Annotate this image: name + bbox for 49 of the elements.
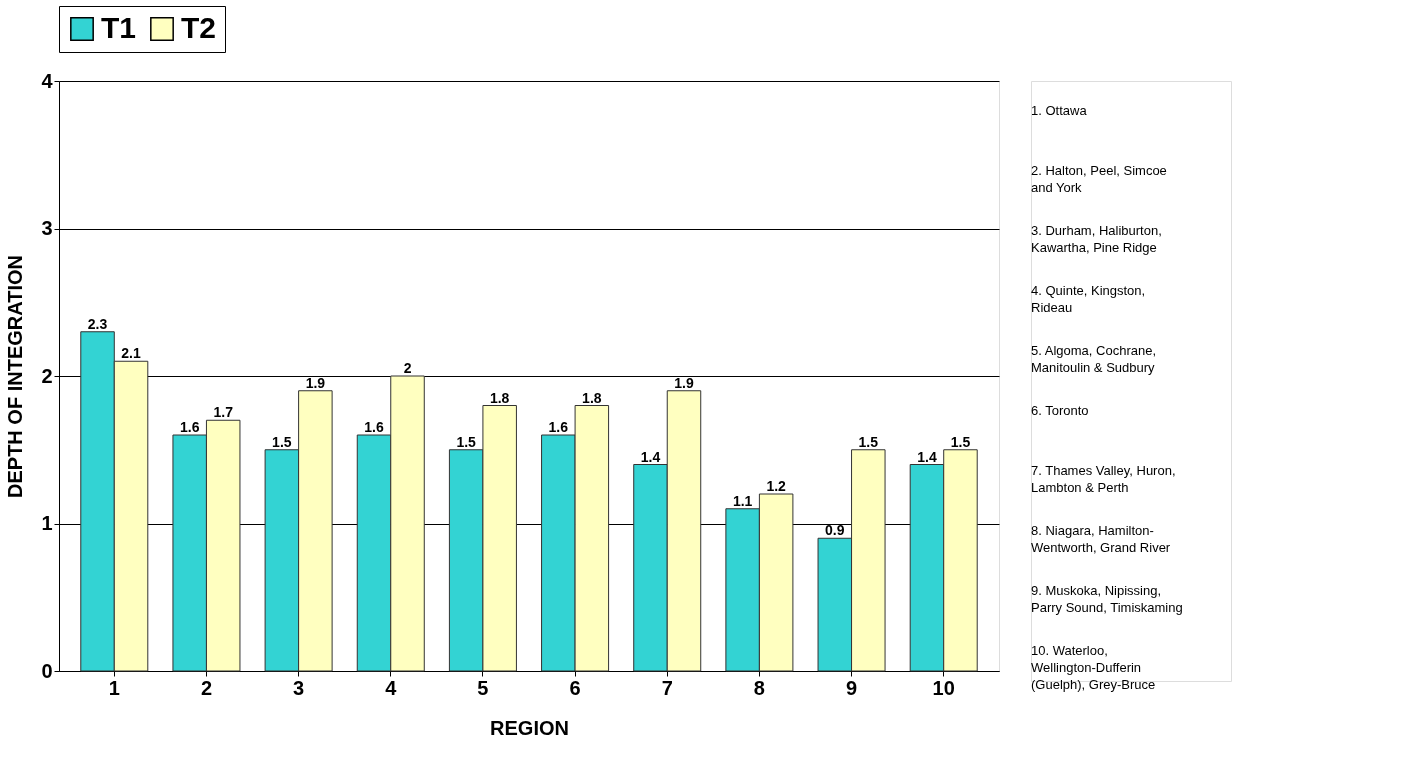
y-tick-label: 0 (41, 659, 53, 682)
y-tick-label: 3 (41, 217, 53, 239)
text: 3. Durham, Haliburton, Kawartha, Pine Ridge (1031, 223, 1162, 255)
data-label: 1.6 (179, 419, 200, 435)
x-tick-label: 6 (569, 676, 581, 699)
text: 7. Thames Valley, Huron, Lambton & Perth (1031, 463, 1176, 495)
text: 9. Muskoka, Nipissing, Parry Sound, Timiskaming (1031, 583, 1183, 615)
data-label: 1.8 (582, 389, 602, 406)
y-tick-label: 2 (41, 364, 53, 387)
x-tick-label: 4 (385, 676, 398, 699)
data-label: 1.1 (732, 492, 753, 509)
x-tick-label: 3 (293, 676, 305, 699)
data-label: 1.5 (456, 433, 477, 450)
legend-label: T1 (101, 11, 137, 44)
x-tick-label: 7 (661, 676, 673, 699)
data-label: 1.8 (489, 389, 510, 406)
data-label: 2.1 (121, 345, 141, 362)
data-label: 1.9 (674, 374, 694, 391)
data-label: 1.9 (305, 374, 326, 391)
data-label: 1.5 (272, 433, 292, 450)
text: 4. Quinte, Kingston, Rideau (1031, 283, 1146, 315)
x-tick-label: 9 (845, 676, 858, 699)
text: 6. Toronto (1031, 403, 1089, 418)
text: 10. Waterloo, Wellington-Dufferin (Guelph), Grey-Bruce (1031, 643, 1156, 692)
legend-label: T2 (181, 11, 217, 44)
data-label: 2.3 (87, 315, 108, 332)
data-label: 1.7 (213, 404, 234, 421)
x-tick-label: 2 (200, 676, 213, 699)
x-axis-title: REGION (490, 716, 569, 739)
text: 5. Algoma, Cochrane, Manitoulin & Sudbury (1031, 343, 1157, 375)
data-label: 1.5 (950, 433, 971, 450)
data-label: 1.2 (766, 478, 787, 494)
text: 8. Niagara, Hamilton-Wentworth, Grand River (1031, 523, 1171, 555)
data-label: 1.4 (917, 448, 937, 465)
y-axis-title: DEPTH OF INTEGRATION (4, 255, 27, 498)
x-tick-label: 10 (932, 676, 955, 699)
x-tick-label: 5 (477, 676, 489, 699)
data-label: 1.6 (548, 419, 569, 435)
data-label: 0.9 (825, 522, 845, 539)
text: 1. Ottawa (1031, 103, 1088, 118)
data-label: 1.5 (858, 433, 879, 450)
data-label: 1.6 (364, 419, 384, 435)
x-tick-label: 8 (753, 676, 765, 699)
y-tick-label: 4 (41, 69, 54, 92)
data-label: 2 (403, 360, 412, 376)
data-label: 1.4 (640, 448, 661, 465)
y-tick-label: 1 (41, 512, 53, 534)
text: 2. Halton, Peel, Simcoe and York (1031, 163, 1167, 195)
x-tick-label: 1 (108, 676, 120, 699)
